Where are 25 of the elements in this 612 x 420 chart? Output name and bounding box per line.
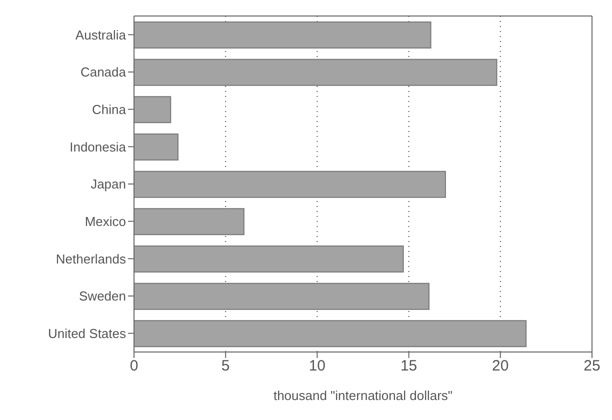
y-tick-label: Australia [75, 27, 127, 42]
x-tick-label: 25 [584, 358, 600, 375]
x-tick-label: 15 [400, 358, 418, 375]
y-tick-label: Sweden [79, 288, 126, 304]
x-axis-title: thousand "international dollars" [273, 388, 453, 403]
y-tick-label: Netherlands [56, 251, 126, 266]
x-tick-label: 0 [130, 358, 138, 375]
bar [134, 58, 498, 86]
x-tick-label: 20 [492, 358, 509, 375]
y-tick-label: Japan [90, 176, 126, 192]
bar [134, 96, 172, 124]
bar [134, 208, 244, 236]
bar [134, 22, 432, 48]
bar [134, 282, 430, 310]
bar [134, 134, 178, 160]
bar [134, 170, 446, 198]
x-tick-label: 5 [221, 358, 230, 375]
y-tick-label: United States [48, 326, 126, 341]
y-tick-label: Canada [80, 64, 127, 80]
bar [134, 320, 527, 348]
y-tick-label: Indonesia [70, 139, 127, 154]
y-tick-label: China [92, 102, 127, 117]
bar [134, 246, 404, 272]
x-tick-label: 10 [308, 358, 326, 375]
y-tick-label: Mexico [84, 214, 126, 229]
